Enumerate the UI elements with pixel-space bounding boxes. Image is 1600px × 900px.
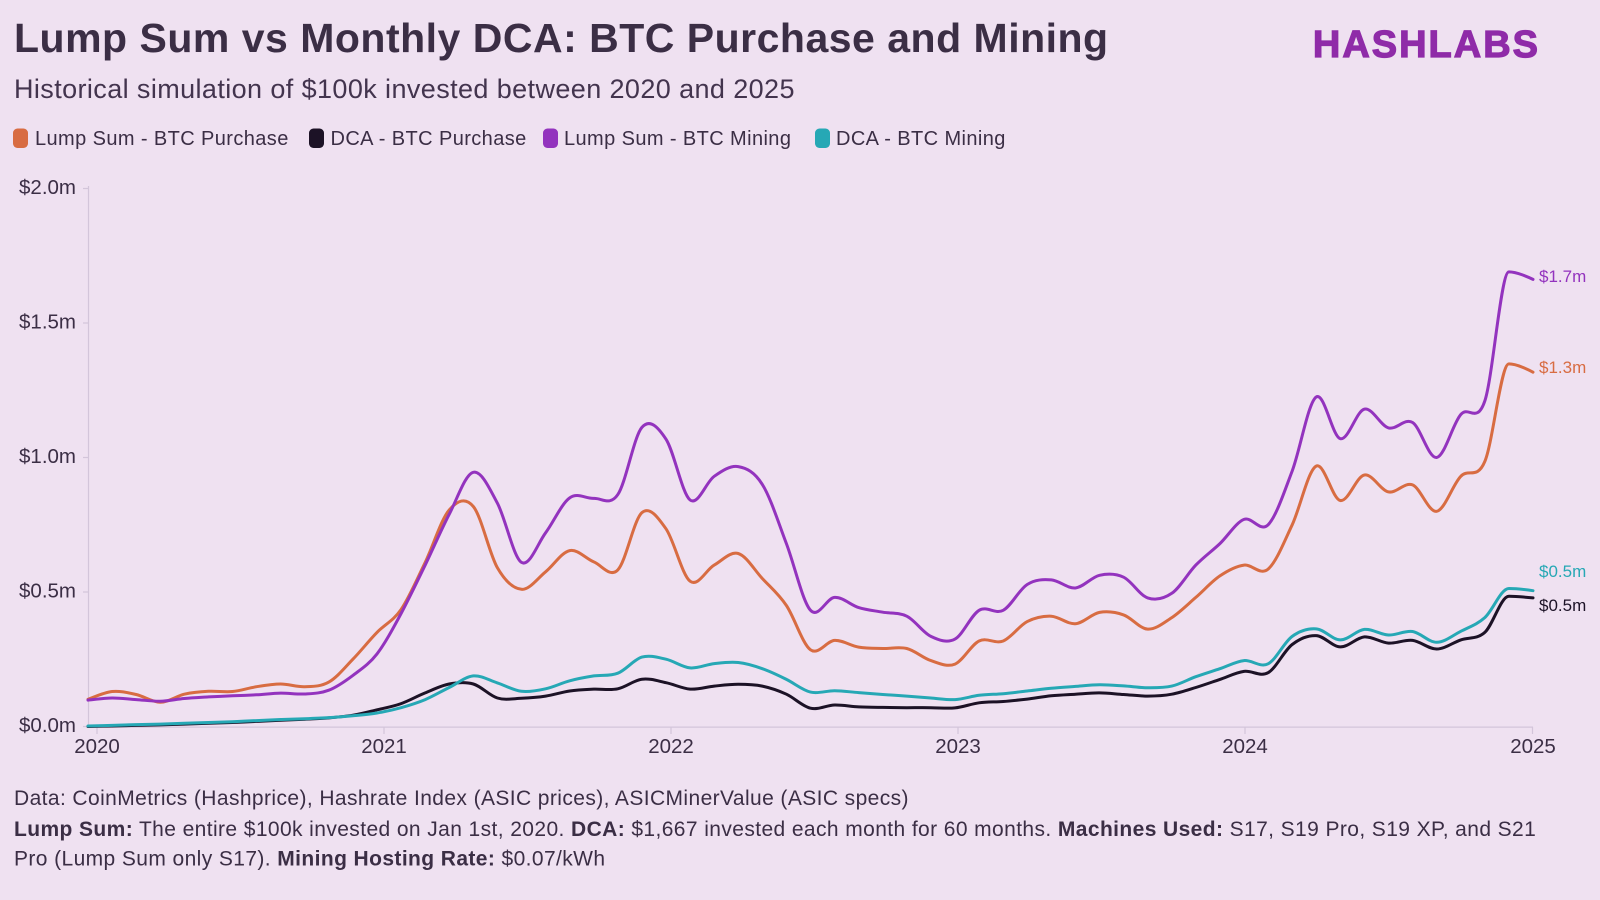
svg-text:DCA - BTC Purchase: DCA - BTC Purchase bbox=[331, 128, 527, 150]
svg-text:2021: 2021 bbox=[361, 735, 407, 758]
svg-text:Lump Sum vs Monthly DCA: BTC P: Lump Sum vs Monthly DCA: BTC Purchase an… bbox=[14, 15, 1109, 61]
svg-text:$2.0m: $2.0m bbox=[19, 176, 76, 199]
svg-text:Lump Sum - BTC Mining: Lump Sum - BTC Mining bbox=[564, 128, 791, 150]
svg-text:Historical simulation of $100k: Historical simulation of $100k invested … bbox=[14, 74, 795, 104]
svg-text:$0.5m: $0.5m bbox=[1539, 596, 1586, 615]
svg-text:$0.5m: $0.5m bbox=[1539, 562, 1586, 581]
svg-text:Lump Sum: The entire $100k inv: Lump Sum: The entire $100k invested on J… bbox=[14, 818, 1536, 841]
svg-text:$1.5m: $1.5m bbox=[19, 311, 76, 334]
svg-text:2023: 2023 bbox=[935, 735, 981, 758]
svg-text:$1.0m: $1.0m bbox=[19, 445, 76, 468]
svg-text:2024: 2024 bbox=[1222, 735, 1268, 758]
svg-text:2022: 2022 bbox=[648, 735, 694, 758]
svg-text:$1.7m: $1.7m bbox=[1539, 267, 1586, 286]
svg-text:DCA - BTC Mining: DCA - BTC Mining bbox=[836, 128, 1006, 150]
svg-text:2020: 2020 bbox=[74, 735, 120, 758]
svg-text:2025: 2025 bbox=[1510, 735, 1556, 758]
svg-text:$0.0m: $0.0m bbox=[19, 714, 76, 737]
svg-text:HASHLABS: HASHLABS bbox=[1313, 24, 1540, 66]
svg-text:Pro (Lump Sum only S17). Minin: Pro (Lump Sum only S17). Mining Hosting … bbox=[14, 848, 606, 871]
svg-text:Data: CoinMetrics (Hashprice),: Data: CoinMetrics (Hashprice), Hashrate … bbox=[14, 787, 909, 810]
svg-text:Lump Sum - BTC Purchase: Lump Sum - BTC Purchase bbox=[35, 128, 289, 150]
svg-text:$1.3m: $1.3m bbox=[1539, 358, 1586, 377]
svg-text:$0.5m: $0.5m bbox=[19, 580, 76, 603]
